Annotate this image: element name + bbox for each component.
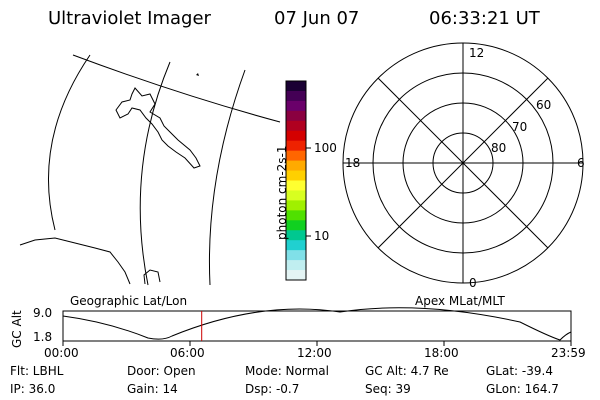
- colorbar: [286, 81, 306, 281]
- polar-lat-label-70: 70: [512, 120, 528, 134]
- colorbar-segment: [286, 180, 306, 191]
- timeline-tick-label: 18:00: [424, 346, 459, 360]
- colorbar-segment: [286, 220, 306, 231]
- colorbar-tick-label: 100: [314, 141, 337, 155]
- geographic-title: Geographic Lat/Lon: [70, 294, 188, 308]
- timeline-y-bottom: 1.8: [33, 330, 53, 344]
- apex-title: Apex MLat/MLT: [415, 294, 505, 308]
- colorbar-segment: [286, 240, 306, 251]
- colorbar-segment: [286, 170, 306, 181]
- colorbar-segment: [286, 190, 306, 201]
- timeline-frame: [62, 310, 572, 342]
- time-label: 06:33:21 UT: [429, 8, 540, 29]
- colorbar-segment: [286, 250, 306, 261]
- colorbar-frame: [285, 80, 307, 281]
- coastline-south: [143, 269, 161, 285]
- colorbar-unit-label: photon cm-2s-1: [275, 145, 289, 241]
- colorbar-segment: [286, 210, 306, 221]
- colorbar-segment: [286, 270, 306, 281]
- colorbar-segment: [286, 110, 306, 122]
- colorbar-segment: [286, 230, 306, 241]
- polar-lat-label-60: 60: [536, 98, 552, 112]
- date-label: 07 Jun 07: [274, 8, 360, 29]
- polar-label-6: 6: [577, 156, 585, 170]
- timeline-tick-label: 12:00: [297, 346, 332, 360]
- dsp-label: Dsp: -0.7: [245, 382, 300, 396]
- polar-diagonal: [377, 77, 549, 249]
- timeline-tick-label: 06:00: [170, 346, 205, 360]
- filter-label: Flt: LBHL: [10, 364, 64, 378]
- map-longitude-line: [47, 54, 91, 231]
- instrument-title: Ultraviolet Imager: [48, 8, 211, 29]
- island-dot: [196, 73, 199, 76]
- door-status: Door: Open: [127, 364, 196, 378]
- timeline-y-top: 9.0: [33, 306, 53, 320]
- colorbar-segment: [286, 150, 306, 162]
- mode-label: Mode: Normal: [245, 364, 329, 378]
- timeline-axis-label: GC Alt: [10, 310, 24, 348]
- map-latitude-line: [72, 54, 281, 123]
- colorbar-segment: [286, 90, 306, 102]
- colorbar-segment: [286, 260, 306, 271]
- colorbar-tick-label: 10: [314, 229, 330, 243]
- ip-label: IP: 36.0: [10, 382, 56, 396]
- polar-label-18: 18: [345, 156, 361, 170]
- colorbar-segment: [286, 81, 306, 92]
- seq-label: Seq: 39: [365, 382, 411, 396]
- gc-alt-label: GC Alt: 4.7 Re: [365, 364, 449, 378]
- glon-label: GLon: 164.7: [486, 382, 559, 396]
- polar-plot: [342, 42, 584, 284]
- colorbar-segment: [286, 130, 306, 142]
- colorbar-segment: [286, 140, 306, 152]
- altitude-curve: [62, 307, 572, 341]
- colorbar-segment: [286, 200, 306, 211]
- colorbar-segment: [286, 120, 306, 132]
- glat-label: GLat: -39.4: [486, 364, 553, 378]
- map-longitude-line: [139, 61, 171, 286]
- colorbar-segment: [286, 100, 306, 112]
- coastline: [115, 87, 201, 169]
- gain-label: Gain: 14: [127, 382, 178, 396]
- timeline-tick-label: 00:00: [44, 346, 79, 360]
- timeline-tick-label: 23:59: [551, 346, 586, 360]
- colorbar-segment: [286, 160, 306, 172]
- coastline-south: [19, 237, 131, 285]
- polar-label-0: 0: [469, 276, 477, 290]
- polar-lat-label-80: 80: [491, 141, 507, 155]
- map-longitude-line: [208, 69, 246, 286]
- polar-label-12: 12: [469, 46, 485, 60]
